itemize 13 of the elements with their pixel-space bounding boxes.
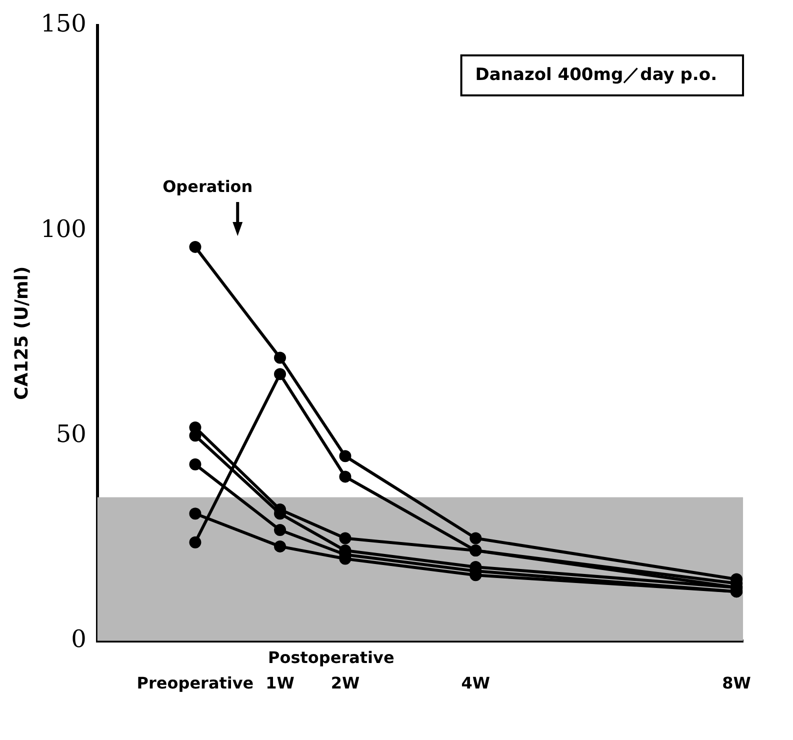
annotation: Danazol 400mg／day p.o. xyxy=(475,64,718,85)
x-tick-label: 2W xyxy=(330,674,360,693)
y-tick-label: 150 xyxy=(40,10,86,38)
y-tick-label: 100 xyxy=(40,214,86,243)
y-tick-label: 50 xyxy=(56,420,86,448)
y-axis-title: CA125 (U/ml) xyxy=(11,266,32,400)
x-tick-label: 4W xyxy=(461,674,490,693)
x-tick-label: 1W xyxy=(266,674,295,693)
x-tick-label: Preoperative xyxy=(136,674,254,693)
y-tick-label: 0 xyxy=(71,625,86,654)
x-tick-label: 8W xyxy=(722,674,752,693)
text: Postoperative xyxy=(268,648,394,667)
annotation: Operation xyxy=(162,177,253,196)
